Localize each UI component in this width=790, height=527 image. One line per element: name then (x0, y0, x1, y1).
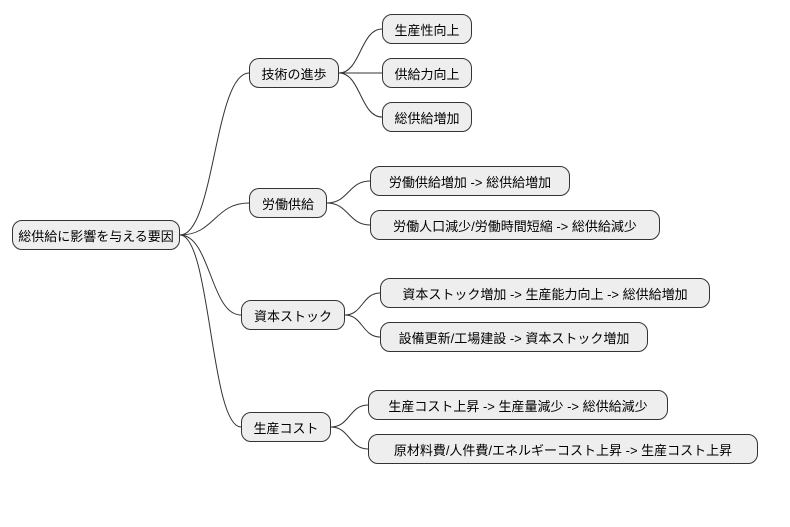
edge-root-tech (180, 73, 249, 235)
edge-root-cap (180, 235, 241, 315)
node-cost2: 原材料費/人件費/エネルギーコスト上昇 -> 生産コスト上昇 (368, 434, 758, 464)
node-labor: 労働供給 (249, 188, 327, 218)
node-tech: 技術の進歩 (249, 58, 339, 88)
edge-tech-tech3 (339, 73, 382, 117)
node-labor1: 労働供給増加 -> 総供給増加 (370, 166, 570, 196)
node-labor2: 労働人口減少/労働時間短縮 -> 総供給減少 (370, 210, 660, 240)
edge-cap-cap2 (345, 315, 380, 337)
edge-root-cost (180, 235, 241, 427)
node-cost: 生産コスト (241, 412, 331, 442)
edge-tech-tech1 (339, 29, 382, 73)
node-tech3: 総供給増加 (382, 102, 472, 132)
node-cost1: 生産コスト上昇 -> 生産量減少 -> 総供給減少 (368, 390, 668, 420)
edge-cost-cost2 (331, 427, 368, 449)
node-tech1: 生産性向上 (382, 14, 472, 44)
edge-cap-cap1 (345, 293, 380, 315)
node-cap: 資本ストック (241, 300, 345, 330)
node-cap2: 設備更新/工場建設 -> 資本ストック増加 (380, 322, 648, 352)
edge-cost-cost1 (331, 405, 368, 427)
edge-labor-labor2 (327, 203, 370, 225)
node-tech2: 供給力向上 (382, 58, 472, 88)
node-root: 総供給に影響を与える要因 (12, 220, 180, 250)
edge-labor-labor1 (327, 181, 370, 203)
edge-root-labor (180, 203, 249, 235)
node-cap1: 資本ストック増加 -> 生産能力向上 -> 総供給増加 (380, 278, 710, 308)
